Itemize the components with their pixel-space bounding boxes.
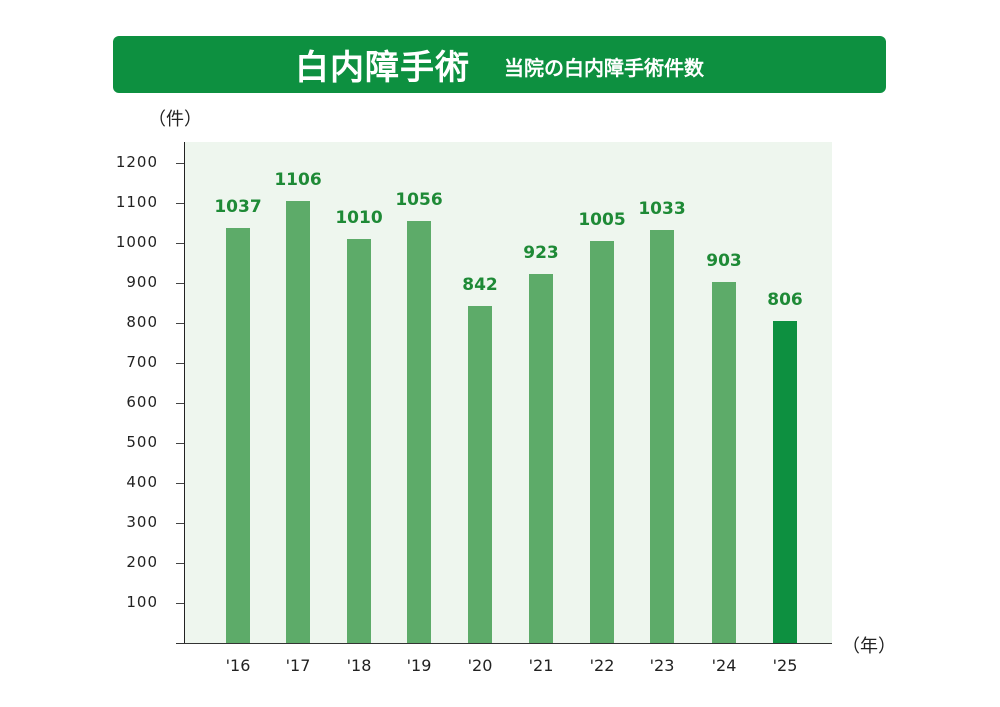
x-tick-label: '17 — [285, 656, 311, 675]
y-tick-mark — [176, 483, 185, 484]
y-tick-mark — [176, 603, 185, 604]
y-tick-label: 1100 — [115, 193, 158, 211]
x-tick-label: '16 — [225, 656, 251, 675]
bar-value-label: 1033 — [638, 198, 686, 219]
title-banner: 白内障手術 当院の白内障手術件数 — [113, 36, 886, 93]
x-tick-label: '21 — [528, 656, 554, 675]
y-tick-mark — [176, 163, 185, 164]
x-tick-label: '24 — [711, 656, 737, 675]
x-axis-line — [176, 643, 832, 644]
bar-value-label: 1037 — [214, 197, 262, 218]
y-tick-mark — [176, 563, 185, 564]
y-tick-mark — [176, 203, 185, 204]
bar-value-label: 1056 — [395, 189, 443, 210]
y-tick-mark — [176, 403, 185, 404]
bar-23 — [650, 229, 674, 643]
y-tick-label: 400 — [126, 473, 158, 491]
y-tick-label: 200 — [126, 553, 158, 571]
x-axis-unit-label: （年） — [842, 636, 896, 657]
y-tick-label: 600 — [126, 393, 158, 411]
bar-value-label: 806 — [767, 289, 803, 310]
y-tick-label: 900 — [126, 273, 158, 291]
x-tick-label: '22 — [589, 656, 615, 675]
bar-value-label: 1010 — [335, 208, 383, 228]
bar-value-label: 842 — [462, 275, 498, 296]
y-tick-mark — [176, 523, 185, 524]
y-tick-label: 1000 — [115, 233, 158, 251]
y-axis-line — [184, 142, 185, 644]
y-tick-label: 700 — [126, 353, 158, 371]
y-axis-unit-label: （件） — [148, 109, 202, 130]
bar-20 — [468, 306, 492, 643]
bar-18 — [347, 239, 371, 643]
bar-value-label: 1005 — [578, 210, 626, 230]
bar-22 — [590, 241, 614, 643]
y-tick-label: 800 — [126, 313, 158, 331]
x-tick-label: '23 — [649, 656, 675, 675]
bar-value-label: 923 — [523, 242, 559, 263]
chart-title: 白内障手術 — [295, 48, 470, 88]
bar-value-label: 903 — [706, 250, 742, 271]
x-tick-label: '18 — [346, 656, 372, 675]
bar-21 — [529, 273, 553, 643]
bar-value-label: 1106 — [274, 169, 322, 190]
y-tick-mark — [176, 363, 185, 364]
x-tick-label: '20 — [467, 656, 493, 675]
bar-16 — [226, 228, 250, 643]
chart-subtitle: 当院の白内障手術件数 — [504, 56, 704, 80]
x-tick-label: '25 — [772, 656, 798, 675]
bar-17 — [286, 200, 310, 643]
bar-24 — [712, 281, 736, 643]
y-tick-label: 1200 — [115, 153, 158, 171]
y-tick-label: 500 — [126, 433, 158, 451]
bar-19 — [407, 220, 431, 643]
y-tick-label: 100 — [126, 593, 158, 611]
y-tick-label: 300 — [126, 513, 158, 531]
y-tick-mark — [176, 283, 185, 284]
y-tick-mark — [176, 443, 185, 444]
x-tick-label: '19 — [406, 656, 432, 675]
y-tick-mark — [176, 323, 185, 324]
y-tick-mark — [176, 243, 185, 244]
bar-25 — [773, 320, 797, 643]
